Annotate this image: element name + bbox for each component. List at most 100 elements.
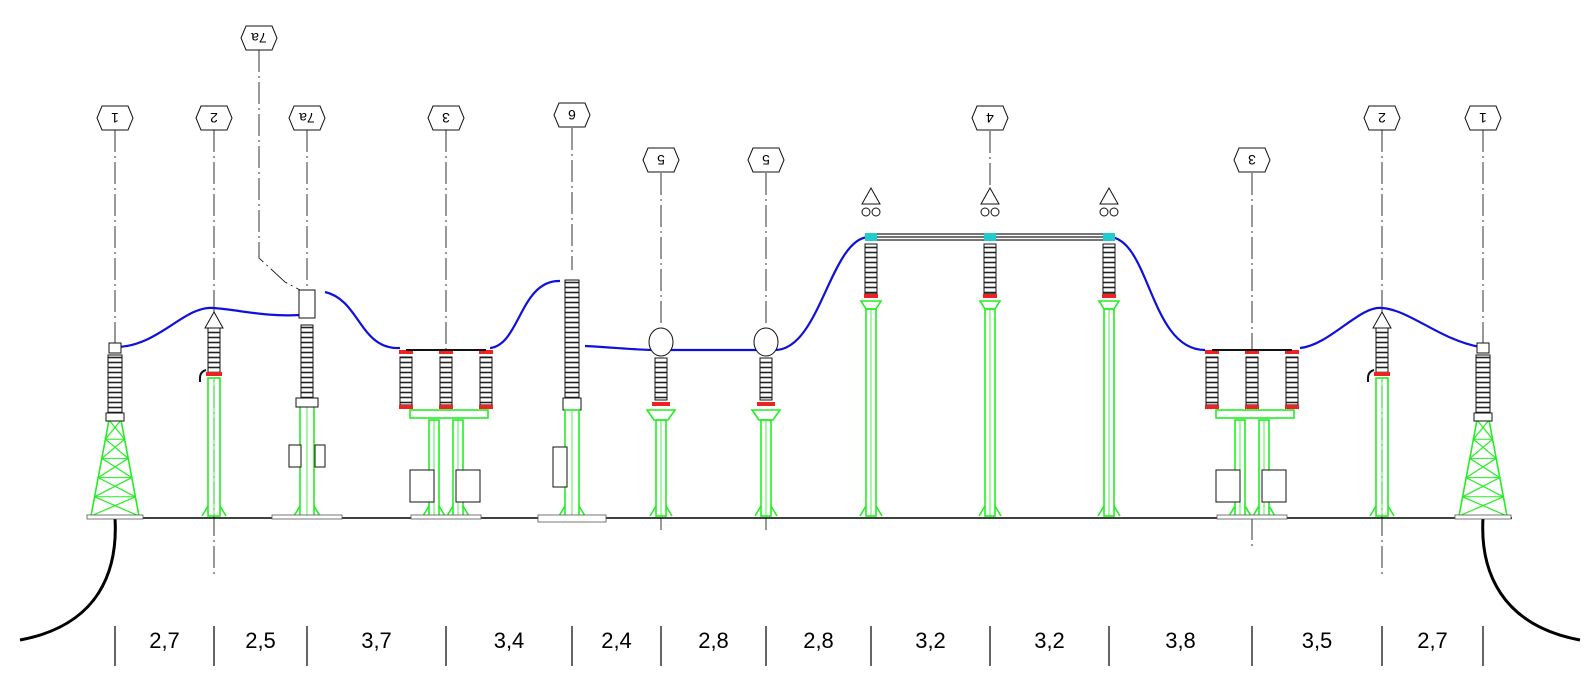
callout-tag-c5b: 5 bbox=[747, 147, 785, 173]
insulator-flange bbox=[439, 405, 453, 409]
callout-tag-c2b: 2 bbox=[1363, 105, 1401, 131]
motor-drive bbox=[1261, 469, 1287, 503]
callout-tags: 1 2 7a 7a 3 6 5 5 4 3 2 1 bbox=[96, 25, 1502, 173]
lattice-brace bbox=[94, 477, 133, 498]
breaker-foundation bbox=[537, 514, 607, 523]
lattice-tower bbox=[1458, 419, 1508, 517]
column-foot bbox=[558, 505, 586, 517]
insulator-flange bbox=[479, 405, 493, 409]
callout-tag-c4: 4 bbox=[971, 105, 1009, 131]
insulator-flange bbox=[864, 294, 878, 298]
lattice-brace bbox=[1465, 457, 1497, 479]
cable-termination bbox=[1454, 342, 1512, 520]
lattice-brace bbox=[1473, 438, 1497, 459]
column-foot bbox=[293, 505, 321, 517]
callout-label: 2 bbox=[1378, 110, 1386, 126]
dimension-label: 2,7 bbox=[149, 628, 180, 653]
surge-arrester bbox=[198, 310, 227, 517]
insulator-stack bbox=[439, 356, 453, 406]
bus-clamp bbox=[865, 233, 877, 241]
motor-drive bbox=[1215, 469, 1241, 503]
insulator-flange bbox=[983, 294, 997, 298]
callout-hexagon bbox=[96, 105, 134, 131]
lattice-brace bbox=[94, 496, 140, 517]
callout-tag-c1b: 1 bbox=[1464, 105, 1502, 131]
lattice-brace bbox=[90, 496, 136, 517]
callout-label: 6 bbox=[568, 107, 576, 123]
post-insulator bbox=[1097, 186, 1121, 517]
lattice-brace bbox=[1465, 477, 1504, 498]
discharge-counter bbox=[198, 369, 207, 383]
support-symbol-wheel bbox=[1109, 207, 1119, 217]
grading-ring bbox=[1372, 310, 1392, 329]
ct-bracket bbox=[645, 409, 677, 421]
disconnector bbox=[399, 349, 493, 520]
column-foot bbox=[649, 505, 673, 517]
insulator-stack bbox=[1245, 356, 1259, 406]
dimension-label: 3,2 bbox=[1034, 628, 1065, 653]
dimension-label: 3,5 bbox=[1302, 628, 1333, 653]
insulator-stack bbox=[1102, 243, 1116, 295]
lattice-brace bbox=[1458, 496, 1504, 517]
cable-left bbox=[19, 517, 117, 642]
support-symbol-wheel bbox=[980, 207, 990, 217]
callout-hexagon bbox=[1464, 105, 1502, 131]
post-bracket bbox=[1097, 300, 1121, 310]
ct-head bbox=[648, 327, 674, 357]
lattice-brace bbox=[1469, 438, 1493, 459]
disconnector-frame bbox=[1215, 409, 1295, 419]
callout-label: 2 bbox=[210, 110, 218, 126]
insulator-stack bbox=[399, 356, 413, 406]
insulator-flange bbox=[1245, 405, 1259, 409]
support-symbol-wheel bbox=[871, 207, 881, 217]
termination-base bbox=[1473, 412, 1493, 422]
post-insulator bbox=[978, 186, 1002, 517]
insulator-flange bbox=[1245, 350, 1259, 354]
lattice-brace bbox=[1472, 419, 1490, 440]
vt-head bbox=[298, 289, 316, 319]
insulator-flange bbox=[479, 350, 493, 354]
lattice-brace bbox=[1469, 457, 1501, 479]
lattice-brace bbox=[97, 477, 136, 498]
insulator-flange bbox=[206, 372, 222, 376]
insulator-stack bbox=[759, 357, 773, 401]
support-symbol-wheel bbox=[990, 207, 1000, 217]
vt-box bbox=[314, 444, 326, 468]
callout-label: 3 bbox=[1248, 152, 1256, 168]
ct-head bbox=[753, 327, 779, 357]
dimension-label: 3,8 bbox=[1165, 628, 1196, 653]
dimension-label: 2,8 bbox=[803, 628, 834, 653]
column-foot bbox=[859, 505, 883, 517]
callout-tag-c3a: 3 bbox=[427, 105, 465, 131]
current-transformer bbox=[645, 327, 677, 517]
insulator-flange bbox=[399, 405, 413, 409]
insulator-flange bbox=[1285, 405, 1299, 409]
callout-hexagon bbox=[1233, 147, 1271, 173]
insulator-flange bbox=[1285, 350, 1299, 354]
lattice-brace bbox=[108, 419, 126, 440]
base-plate bbox=[86, 514, 144, 520]
insulator-stack bbox=[864, 243, 878, 295]
lattice-brace bbox=[101, 438, 125, 459]
column-foot bbox=[1228, 505, 1252, 517]
dimension-label: 2,7 bbox=[1417, 628, 1448, 653]
insulator-stack bbox=[1375, 327, 1389, 374]
vt-base bbox=[295, 397, 319, 408]
vt-box bbox=[288, 444, 302, 468]
motor-drive bbox=[455, 469, 481, 503]
discharge-counter bbox=[1366, 369, 1375, 383]
lattice-tower bbox=[90, 419, 140, 517]
post-bracket bbox=[978, 300, 1002, 310]
column-foot bbox=[201, 505, 227, 517]
callout-tag-c7b: 7a bbox=[288, 105, 326, 131]
lattice-brace bbox=[101, 457, 133, 479]
support-symbol bbox=[861, 186, 881, 205]
callout-hexagon bbox=[195, 105, 233, 131]
support-symbol bbox=[1099, 186, 1119, 205]
callout-tag-c6: 6 bbox=[553, 102, 591, 128]
dimension-row: 2,7 2,5 3,7 3,4 2,4 2,8 2,8 3,2 3,2 3,8 3,5 2,7 bbox=[114, 626, 1484, 666]
callout-hexagon bbox=[427, 105, 465, 131]
lattice-brace bbox=[105, 438, 129, 459]
base-plate bbox=[1454, 514, 1512, 520]
